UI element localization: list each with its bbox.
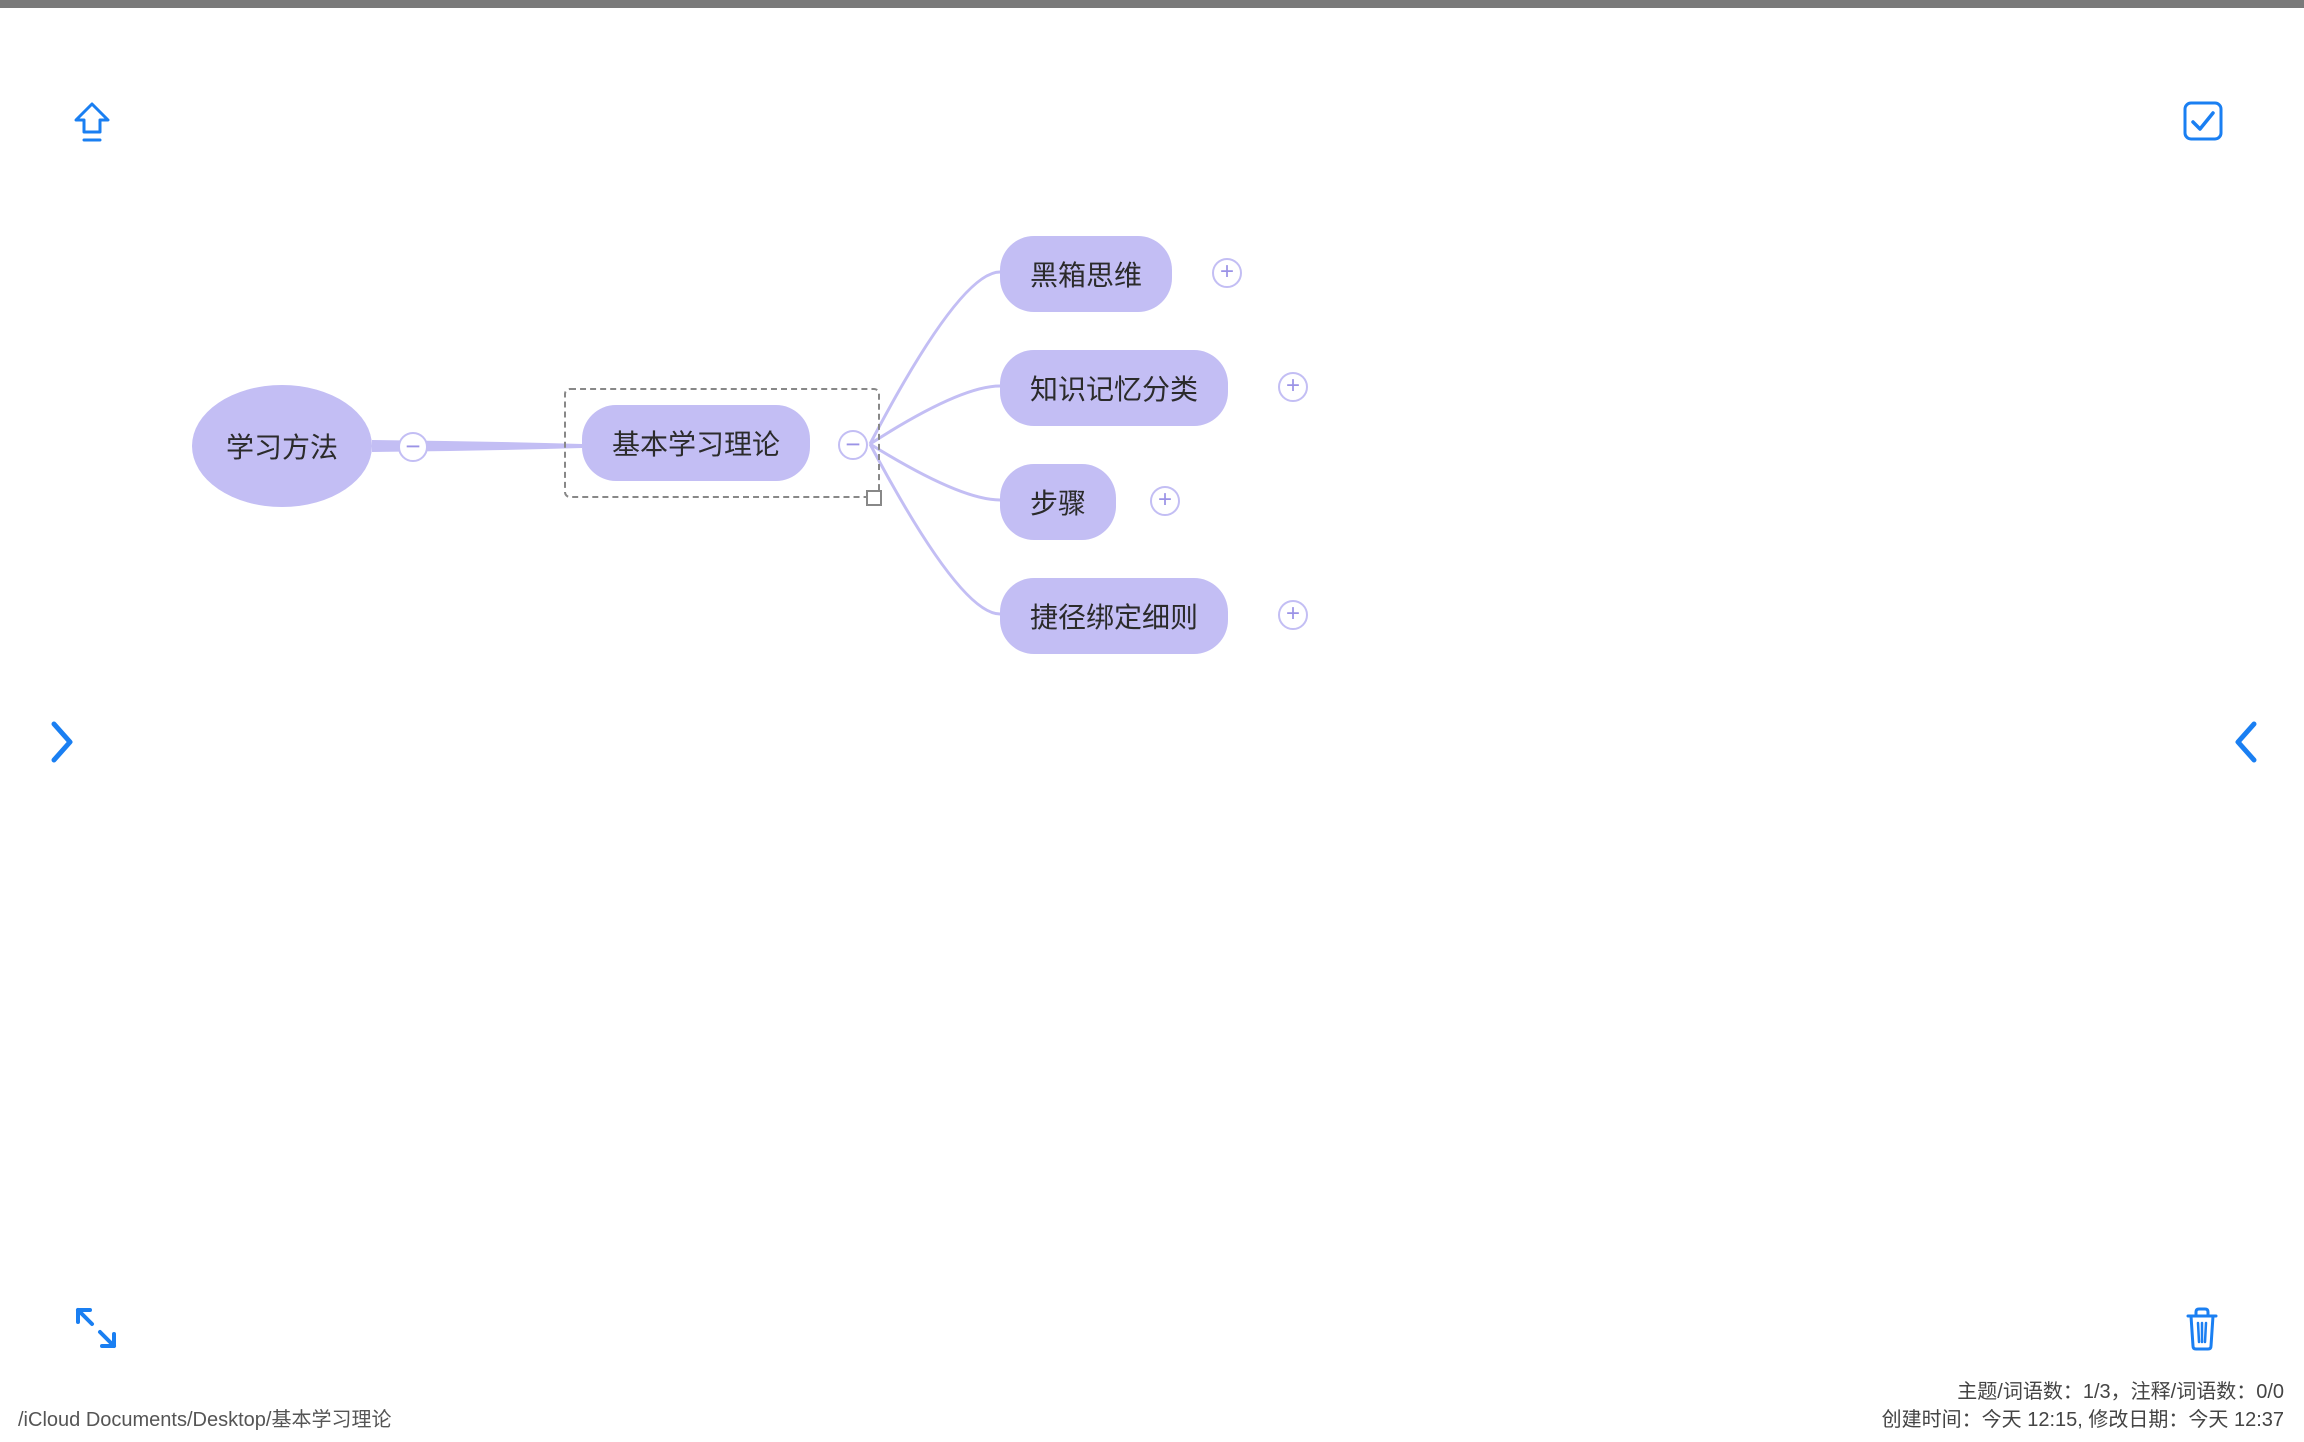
stats-text: 主题/词语数：1/3，注释/词语数：0/0 [1882, 1378, 2284, 1406]
selection-resize-handle[interactable] [866, 490, 882, 506]
collapse-button[interactable]: − [398, 432, 428, 462]
node-label: 学习方法 [226, 426, 338, 466]
node-label: 基本学习理论 [612, 423, 780, 463]
expand-icon [74, 1306, 118, 1350]
node-label: 步骤 [1030, 482, 1086, 522]
node-label: 捷径绑定细则 [1030, 596, 1198, 636]
checkbox-icon [2182, 100, 2224, 142]
add-child-button[interactable]: + [1278, 372, 1308, 402]
plus-icon: + [1158, 488, 1172, 512]
add-child-button[interactable]: + [1212, 258, 1242, 288]
mindmap-child-node[interactable]: 捷径绑定细则 [1000, 578, 1228, 654]
minus-icon: − [845, 431, 860, 457]
mindmap-canvas[interactable]: 学习方法 − 基本学习理论 − 黑箱思维 + 知识记忆分类 + 步骤 + 捷径绑定细则 + [0, 0, 2304, 1442]
upload-button[interactable] [70, 100, 114, 148]
delete-button[interactable] [2182, 1306, 2222, 1352]
chevron-right-icon [48, 720, 76, 764]
chevron-left-icon [2232, 720, 2260, 764]
breadcrumb: /iCloud Documents/Desktop/基本学习理论 [18, 1403, 391, 1432]
mindmap-root-node[interactable]: 学习方法 [192, 385, 372, 507]
node-label: 知识记忆分类 [1030, 368, 1198, 408]
mindmap-child-node[interactable]: 知识记忆分类 [1000, 350, 1228, 426]
node-label: 黑箱思维 [1030, 254, 1142, 294]
status-info: 主题/词语数：1/3，注释/词语数：0/0 创建时间：今天 12:15, 修改日… [1882, 1378, 2284, 1434]
done-button[interactable] [2182, 100, 2224, 142]
plus-icon: + [1286, 374, 1300, 398]
add-child-button[interactable]: + [1278, 600, 1308, 630]
plus-icon: + [1220, 260, 1234, 284]
mindmap-child-node[interactable]: 黑箱思维 [1000, 236, 1172, 312]
link-layer [0, 0, 2304, 1442]
prev-panel-button[interactable] [48, 720, 76, 764]
add-child-button[interactable]: + [1150, 486, 1180, 516]
timestamps-text: 创建时间：今天 12:15, 修改日期：今天 12:37 [1882, 1406, 2284, 1434]
next-panel-button[interactable] [2232, 720, 2260, 764]
fullscreen-button[interactable] [74, 1306, 118, 1350]
trash-icon [2182, 1306, 2222, 1352]
minus-icon: − [405, 433, 420, 459]
plus-icon: + [1286, 602, 1300, 626]
mindmap-node-selected[interactable]: 基本学习理论 [582, 405, 810, 481]
collapse-button[interactable]: − [838, 430, 868, 460]
file-path: /iCloud Documents/Desktop/基本学习理论 [18, 1409, 391, 1431]
upload-icon [70, 100, 114, 148]
mindmap-child-node[interactable]: 步骤 [1000, 464, 1116, 540]
